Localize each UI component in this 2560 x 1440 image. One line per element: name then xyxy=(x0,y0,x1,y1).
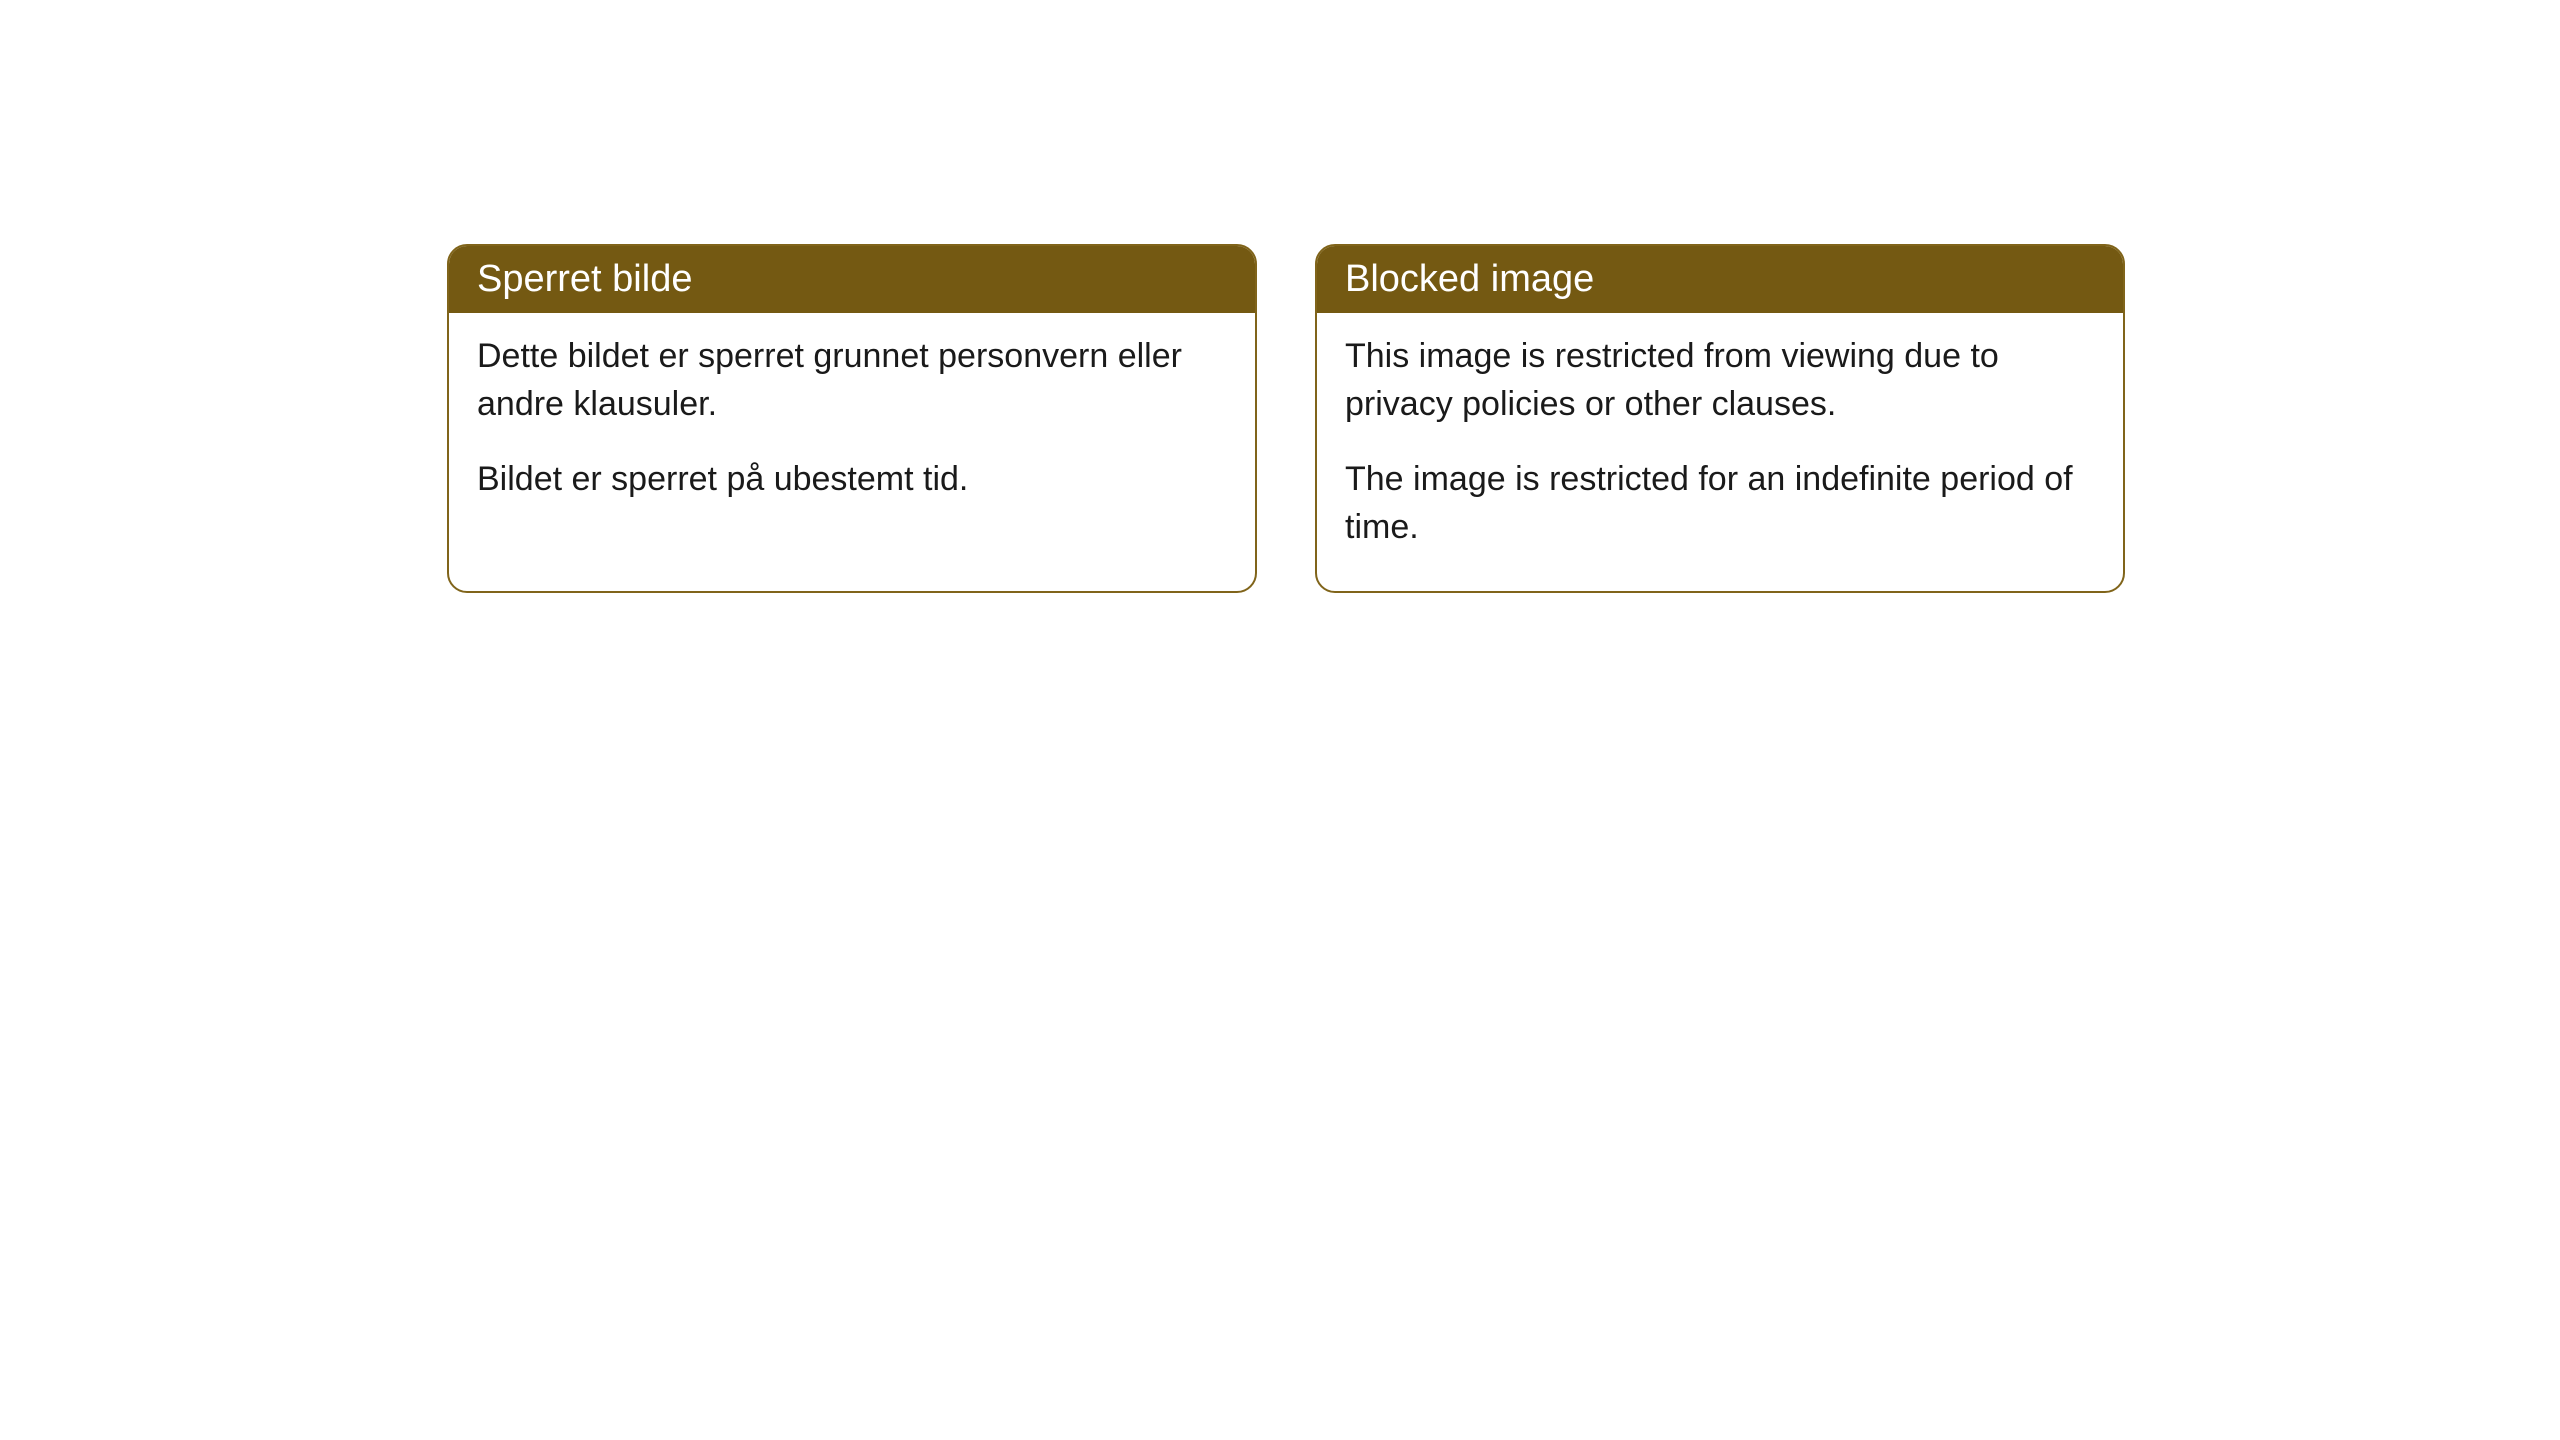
card-header: Blocked image xyxy=(1317,246,2123,313)
card-paragraph: This image is restricted from viewing du… xyxy=(1345,333,2095,428)
blocked-image-card-english: Blocked image This image is restricted f… xyxy=(1315,244,2125,593)
card-paragraph: The image is restricted for an indefinit… xyxy=(1345,456,2095,551)
card-body: This image is restricted from viewing du… xyxy=(1317,313,2123,591)
card-header: Sperret bilde xyxy=(449,246,1255,313)
notice-cards-container: Sperret bilde Dette bildet er sperret gr… xyxy=(447,244,2125,593)
card-paragraph: Dette bildet er sperret grunnet personve… xyxy=(477,333,1227,428)
blocked-image-card-norwegian: Sperret bilde Dette bildet er sperret gr… xyxy=(447,244,1257,593)
card-paragraph: Bildet er sperret på ubestemt tid. xyxy=(477,456,1227,504)
card-body: Dette bildet er sperret grunnet personve… xyxy=(449,313,1255,544)
